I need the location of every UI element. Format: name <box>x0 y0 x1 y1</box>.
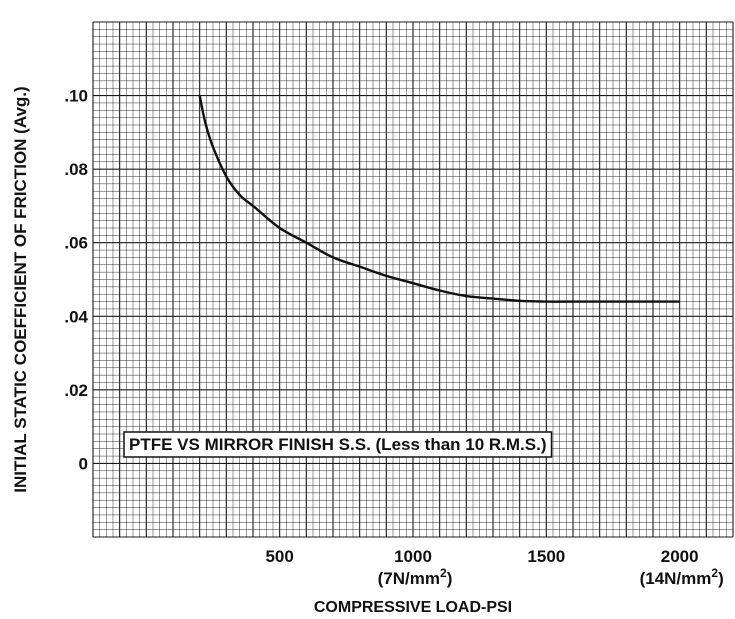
y-tick-label: .02 <box>64 381 88 400</box>
y-axis-label: INITIAL STATIC COEFFICIENT OF FRICTION (… <box>11 86 30 492</box>
y-tick-label: .06 <box>64 234 88 253</box>
y-tick-label: .10 <box>64 87 88 106</box>
curve-layer <box>198 95 680 303</box>
y-tick-labels: .10 .08 .06 .04 .02 0 <box>64 87 88 474</box>
annotation-text: PTFE VS MIRROR FINISH S.S. (Less than 10… <box>129 435 547 454</box>
y-tick-label: .08 <box>64 160 88 179</box>
y-tick-label: .04 <box>64 307 88 326</box>
x-tick-label: 500 <box>265 547 293 566</box>
x-tick-labels: 500 1000(7N/mm2) 1500 2000(14N/mm2) <box>265 547 723 588</box>
annotation-box <box>123 431 553 458</box>
x-tick-sublabel: (7N/mm2) <box>378 566 453 588</box>
y-tick-label: 0 <box>79 454 88 473</box>
x-tick-label: 1000 <box>394 547 432 566</box>
x-axis-label: COMPRESSIVE LOAD-PSI <box>314 599 512 616</box>
x-tick-sublabel: (14N/mm2) <box>640 566 724 588</box>
grid <box>92 21 734 538</box>
x-tick-label: 1500 <box>527 547 565 566</box>
friction-curve <box>198 95 680 303</box>
x-tick-label: 2000 <box>661 547 699 566</box>
